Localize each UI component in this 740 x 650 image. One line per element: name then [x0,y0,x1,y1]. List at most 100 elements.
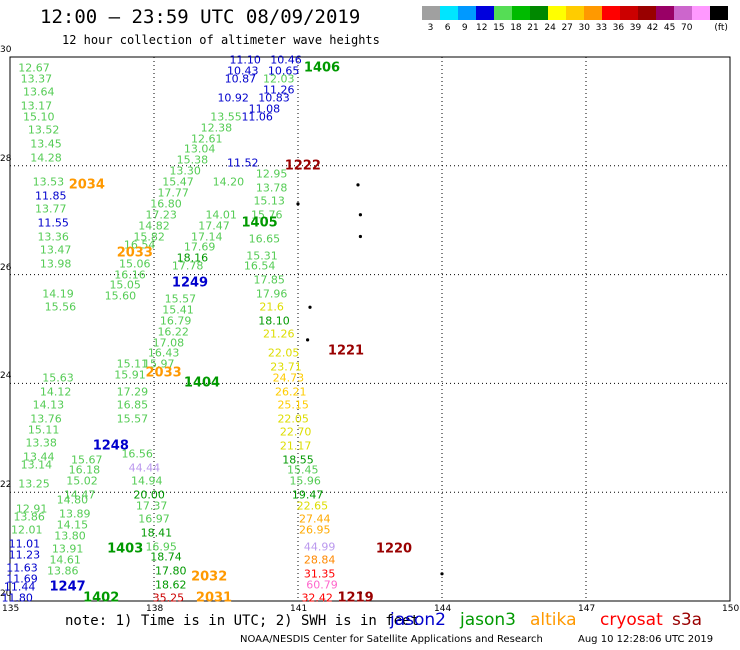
wave-height-value: 17.85 [253,273,285,287]
pass-number-label: 1248 [92,438,129,454]
color-scale-label: 70 [680,23,693,33]
latitude-tick-label: 28 [0,153,12,164]
wave-height-value: 15.02 [66,474,98,488]
pass-number-label: 1405 [241,215,278,231]
wave-height-value: 13.64 [23,85,55,99]
color-scale-labels: 3 6 9 12 15 18 21 24 27 30 33 36 39 42 45 70 (ft) [422,23,728,33]
longitude-tick-label: 141 [290,604,308,614]
color-scale-label: 33 [595,23,608,33]
longitude-tick-label: 135 [2,604,20,614]
pass-number-label: 1404 [183,375,221,391]
color-swatch [440,6,458,20]
wave-height-value: 32.42 [301,591,333,605]
pass-number-label: 1222 [284,158,321,174]
color-scale-label: 18 [510,23,522,33]
pass-number-label: 1221 [327,343,365,359]
wave-height-value: 18.16 [176,251,209,265]
wave-height-value: 13.44 [23,450,55,464]
wave-height-value: 15.82 [133,230,165,244]
wave-height-value: 15.57 [164,292,197,306]
wave-height-value: 10.92 [217,91,249,105]
color-scale-label: 12 [476,23,488,33]
wave-height-value: 14.61 [49,553,81,567]
wave-height-value: 16.97 [138,512,170,526]
color-scale-label: 24 [544,23,556,33]
wave-height-value: 17.96 [255,287,288,301]
footnote: note: 1) Time is in UTC; 2) SWH is in fe… [65,613,420,629]
wave-height-value: 17.14 [191,230,223,244]
wave-height-value: 16.56 [121,447,153,461]
color-swatch [656,6,674,20]
wave-height-value: 22.70 [279,425,312,439]
wave-height-value: 17.08 [152,336,185,350]
wave-height-value: 10.43 [227,64,259,78]
color-swatch [530,6,548,20]
pass-number-label: 1403 [107,541,144,557]
wave-height-value: 44.44 [128,461,161,475]
pass-number-label: 1249 [171,275,209,291]
wave-height-value: 11.69 [6,572,38,586]
wave-height-value: 44.99 [303,540,336,554]
wave-height-value: 15.41 [162,303,194,317]
wave-height-value: 17.78 [171,259,204,273]
color-swatch [620,6,638,20]
wave-height-value: 15.31 [246,249,278,263]
wave-height-value: 14.19 [42,287,74,301]
longitude-tick-label: 138 [146,604,164,614]
legend-item-s3a: s3a [672,610,703,630]
wave-height-value: 13.30 [169,164,201,178]
wave-height-value: 10.46 [270,53,302,67]
wave-height-value: 12.61 [191,132,223,146]
wave-height-value: 11.06 [241,110,273,124]
color-scale-label: 3 [427,23,434,33]
wave-height-value: 13.47 [39,243,72,257]
color-scale-unit: (ft) [714,23,728,33]
wave-height-value: 15.97 [143,357,175,371]
longitude-tick-label: 147 [578,604,596,614]
wave-height-value: 16.43 [147,346,180,360]
wave-height-value: 13.45 [30,137,62,151]
wave-height-value: 15.57 [116,412,149,426]
wave-height-value: 15.38 [176,153,209,167]
pass-number-label: 2034 [68,177,105,193]
wave-height-value: 11.01 [8,537,41,551]
wave-height-value: 15.10 [23,110,55,124]
wave-height-value: 13.04 [183,142,216,156]
wave-height-value: 28.84 [303,553,336,567]
color-swatch [584,6,602,20]
wave-height-value: 21.6 [259,300,284,314]
wave-height-value: 14.01 [205,208,237,222]
pass-number-label: 1219 [337,590,374,606]
wave-height-value: 15.60 [104,289,137,303]
chart-subtitle: 12 hour collection of altimeter wave hei… [62,33,380,47]
color-swatch [710,6,728,20]
wave-height-value: 25.15 [277,398,309,412]
color-swatch [458,6,476,20]
latitude-tick-label: 22 [0,480,12,491]
pass-number-label: 2033 [145,365,182,381]
wave-height-value: 18.62 [155,578,187,592]
wave-height-value: 16.54 [243,259,276,273]
color-scale-bar [422,6,728,20]
wave-height-value: 14.82 [138,219,170,233]
wave-height-value: 13.53 [32,175,65,189]
wave-height-value: 13.38 [25,436,57,450]
wave-height-value: 22.05 [267,346,300,360]
wave-height-value: 15.11 [27,423,60,437]
wave-height-value: 24.73 [272,371,305,385]
color-scale-label: 36 [612,23,625,33]
wave-height-value: 26.21 [275,385,307,399]
legend-item-jason3: jason3 [460,610,516,630]
island-dot [296,202,300,206]
island-dot [440,572,444,576]
wave-height-value: 27.44 [299,512,331,526]
pass-number-label: 1220 [375,541,413,557]
wave-height-value: 15.76 [251,208,283,222]
color-swatch [674,6,692,20]
wave-height-value: 18.74 [150,550,182,564]
wave-height-value: 12.95 [255,167,288,181]
wave-height-value: 13.14 [20,458,53,472]
color-scale-label: 6 [444,23,451,33]
footer-credit: NOAA/NESDIS Center for Satellite Applica… [240,634,543,645]
wave-height-value: 21.17 [279,439,312,453]
